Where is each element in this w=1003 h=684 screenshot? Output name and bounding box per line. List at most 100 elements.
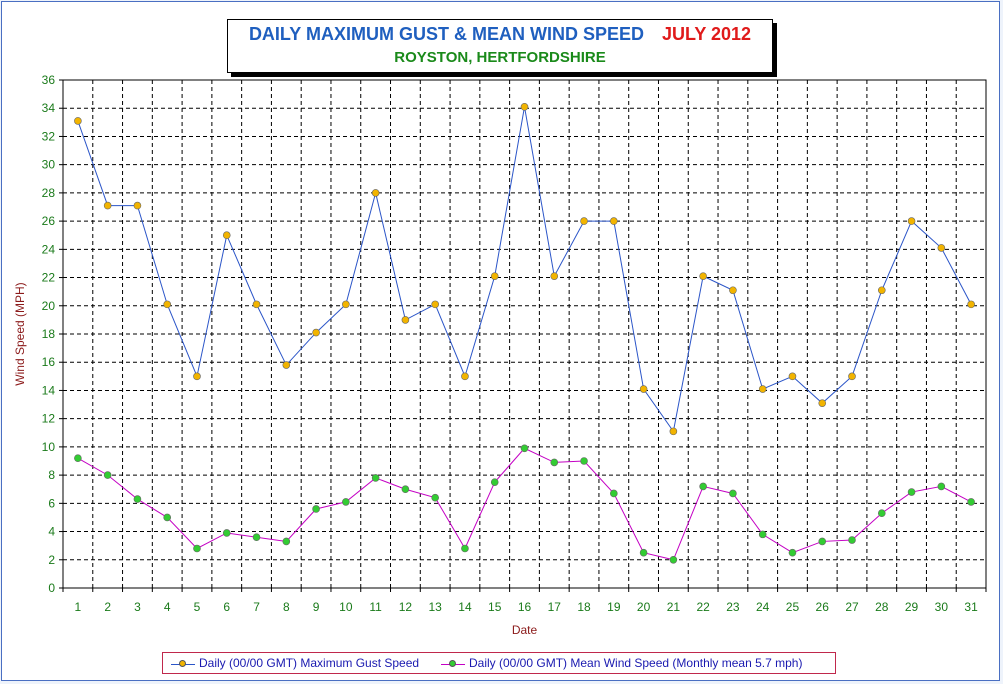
chart-subtitle: ROYSTON, HERTFORDSHIRE <box>394 49 606 66</box>
x-tick-label: 13 <box>428 600 442 614</box>
y-tick-label: 34 <box>42 101 56 115</box>
chart-title-main: DAILY MAXIMUM GUST & MEAN WIND SPEED <box>248 24 644 44</box>
data-point-mean <box>163 513 172 522</box>
data-point-mean <box>580 457 588 465</box>
plot-area <box>63 80 986 588</box>
data-point-gust <box>520 103 529 111</box>
x-tick-label: 9 <box>313 600 320 614</box>
data-point-mean <box>252 533 261 542</box>
x-tick-label: 14 <box>458 600 472 614</box>
x-tick-label: 15 <box>488 600 502 614</box>
x-tick-label: 28 <box>875 600 889 614</box>
x-tick-label: 3 <box>134 600 141 614</box>
y-tick-label: 4 <box>48 525 55 539</box>
data-point-gust <box>282 361 291 369</box>
data-point-gust <box>74 117 82 125</box>
data-point-gust <box>758 385 767 393</box>
y-tick-label: 22 <box>42 271 56 285</box>
x-tick-label: 2 <box>104 600 111 614</box>
data-point-gust <box>193 372 201 381</box>
y-axis-label: Wind Speed (MPH) <box>13 282 27 385</box>
x-tick-label: 30 <box>935 600 949 614</box>
y-tick-label: 16 <box>42 355 56 369</box>
x-tick-label: 12 <box>399 600 413 614</box>
legend-item-mean: Daily (00/00 GMT) Mean Wind Speed (Month… <box>441 656 802 670</box>
x-tick-label: 22 <box>696 600 710 614</box>
data-point-gust <box>401 316 410 324</box>
data-point-mean <box>342 498 350 506</box>
data-point-gust <box>729 286 737 295</box>
data-point-gust <box>818 399 827 407</box>
data-point-mean <box>312 505 320 513</box>
y-tick-label: 14 <box>42 383 56 397</box>
x-tick-label: 17 <box>548 600 562 614</box>
legend-item-gust: Daily (00/00 GMT) Maximum Gust Speed <box>171 656 419 670</box>
data-point-mean <box>371 474 380 482</box>
y-tick-label: 28 <box>42 186 56 200</box>
data-point-mean <box>103 471 112 479</box>
data-point-gust <box>133 201 142 210</box>
data-point-gust <box>312 328 320 337</box>
data-point-gust <box>103 201 112 210</box>
x-tick-label: 29 <box>905 600 919 614</box>
y-tick-label: 6 <box>48 496 55 510</box>
legend-swatch-gust <box>171 659 195 669</box>
data-point-gust <box>163 300 172 309</box>
x-axis-label: Date <box>512 623 538 637</box>
chart-title: DAILY MAXIMUM GUST & MEAN WIND SPEED JULY… <box>228 24 772 45</box>
data-point-gust <box>371 189 380 197</box>
data-point-mean <box>818 537 827 546</box>
data-point-mean <box>907 488 916 496</box>
data-point-gust <box>342 300 350 309</box>
data-point-gust <box>937 244 946 252</box>
data-point-mean <box>282 537 291 546</box>
x-tick-label: 7 <box>253 600 260 614</box>
data-point-mean <box>669 555 678 564</box>
chart-title-box: DAILY MAXIMUM GUST & MEAN WIND SPEED JULY… <box>227 19 773 73</box>
x-tick-label: 18 <box>577 600 591 614</box>
data-point-gust <box>550 272 559 280</box>
data-point-mean <box>520 444 529 453</box>
y-tick-label: 30 <box>42 158 56 172</box>
data-point-mean <box>699 482 707 491</box>
data-point-gust <box>907 217 916 225</box>
x-tick-label: 4 <box>164 600 171 614</box>
data-point-mean <box>937 482 946 491</box>
x-tick-label: 26 <box>816 600 830 614</box>
data-point-gust <box>610 217 618 225</box>
x-tick-label: 10 <box>339 600 353 614</box>
x-tick-label: 5 <box>194 600 201 614</box>
chart-title-month: JULY 2012 <box>661 24 752 44</box>
data-point-mean <box>222 529 231 537</box>
data-point-gust <box>877 286 886 295</box>
legend-label-gust: Daily (00/00 GMT) Maximum Gust Speed <box>199 656 420 670</box>
x-tick-label: 20 <box>637 600 651 614</box>
y-tick-label: 20 <box>42 299 56 313</box>
data-point-gust <box>431 300 439 309</box>
data-point-gust <box>580 217 588 225</box>
data-point-mean <box>788 548 797 557</box>
y-tick-label: 12 <box>42 412 56 426</box>
legend-label-mean: Daily (00/00 GMT) Mean Wind Speed (Month… <box>469 656 803 670</box>
x-tick-label: 6 <box>223 600 230 614</box>
data-point-mean <box>133 495 142 503</box>
x-tick-label: 24 <box>756 600 770 614</box>
y-tick-label: 2 <box>48 553 55 567</box>
y-tick-label: 24 <box>42 242 56 256</box>
x-tick-label: 8 <box>283 600 290 614</box>
data-point-mean <box>74 454 82 462</box>
x-tick-label: 21 <box>667 600 681 614</box>
x-tick-label: 16 <box>518 600 532 614</box>
y-tick-label: 8 <box>48 468 55 482</box>
data-point-gust <box>461 372 469 381</box>
data-point-mean <box>967 498 975 506</box>
y-tick-label: 18 <box>42 327 56 341</box>
x-tick-label: 25 <box>786 600 800 614</box>
data-point-gust <box>848 372 856 381</box>
grid <box>63 79 986 588</box>
data-point-gust <box>252 300 261 309</box>
x-tick-label: 1 <box>75 600 82 614</box>
x-tick-label: 19 <box>607 600 621 614</box>
